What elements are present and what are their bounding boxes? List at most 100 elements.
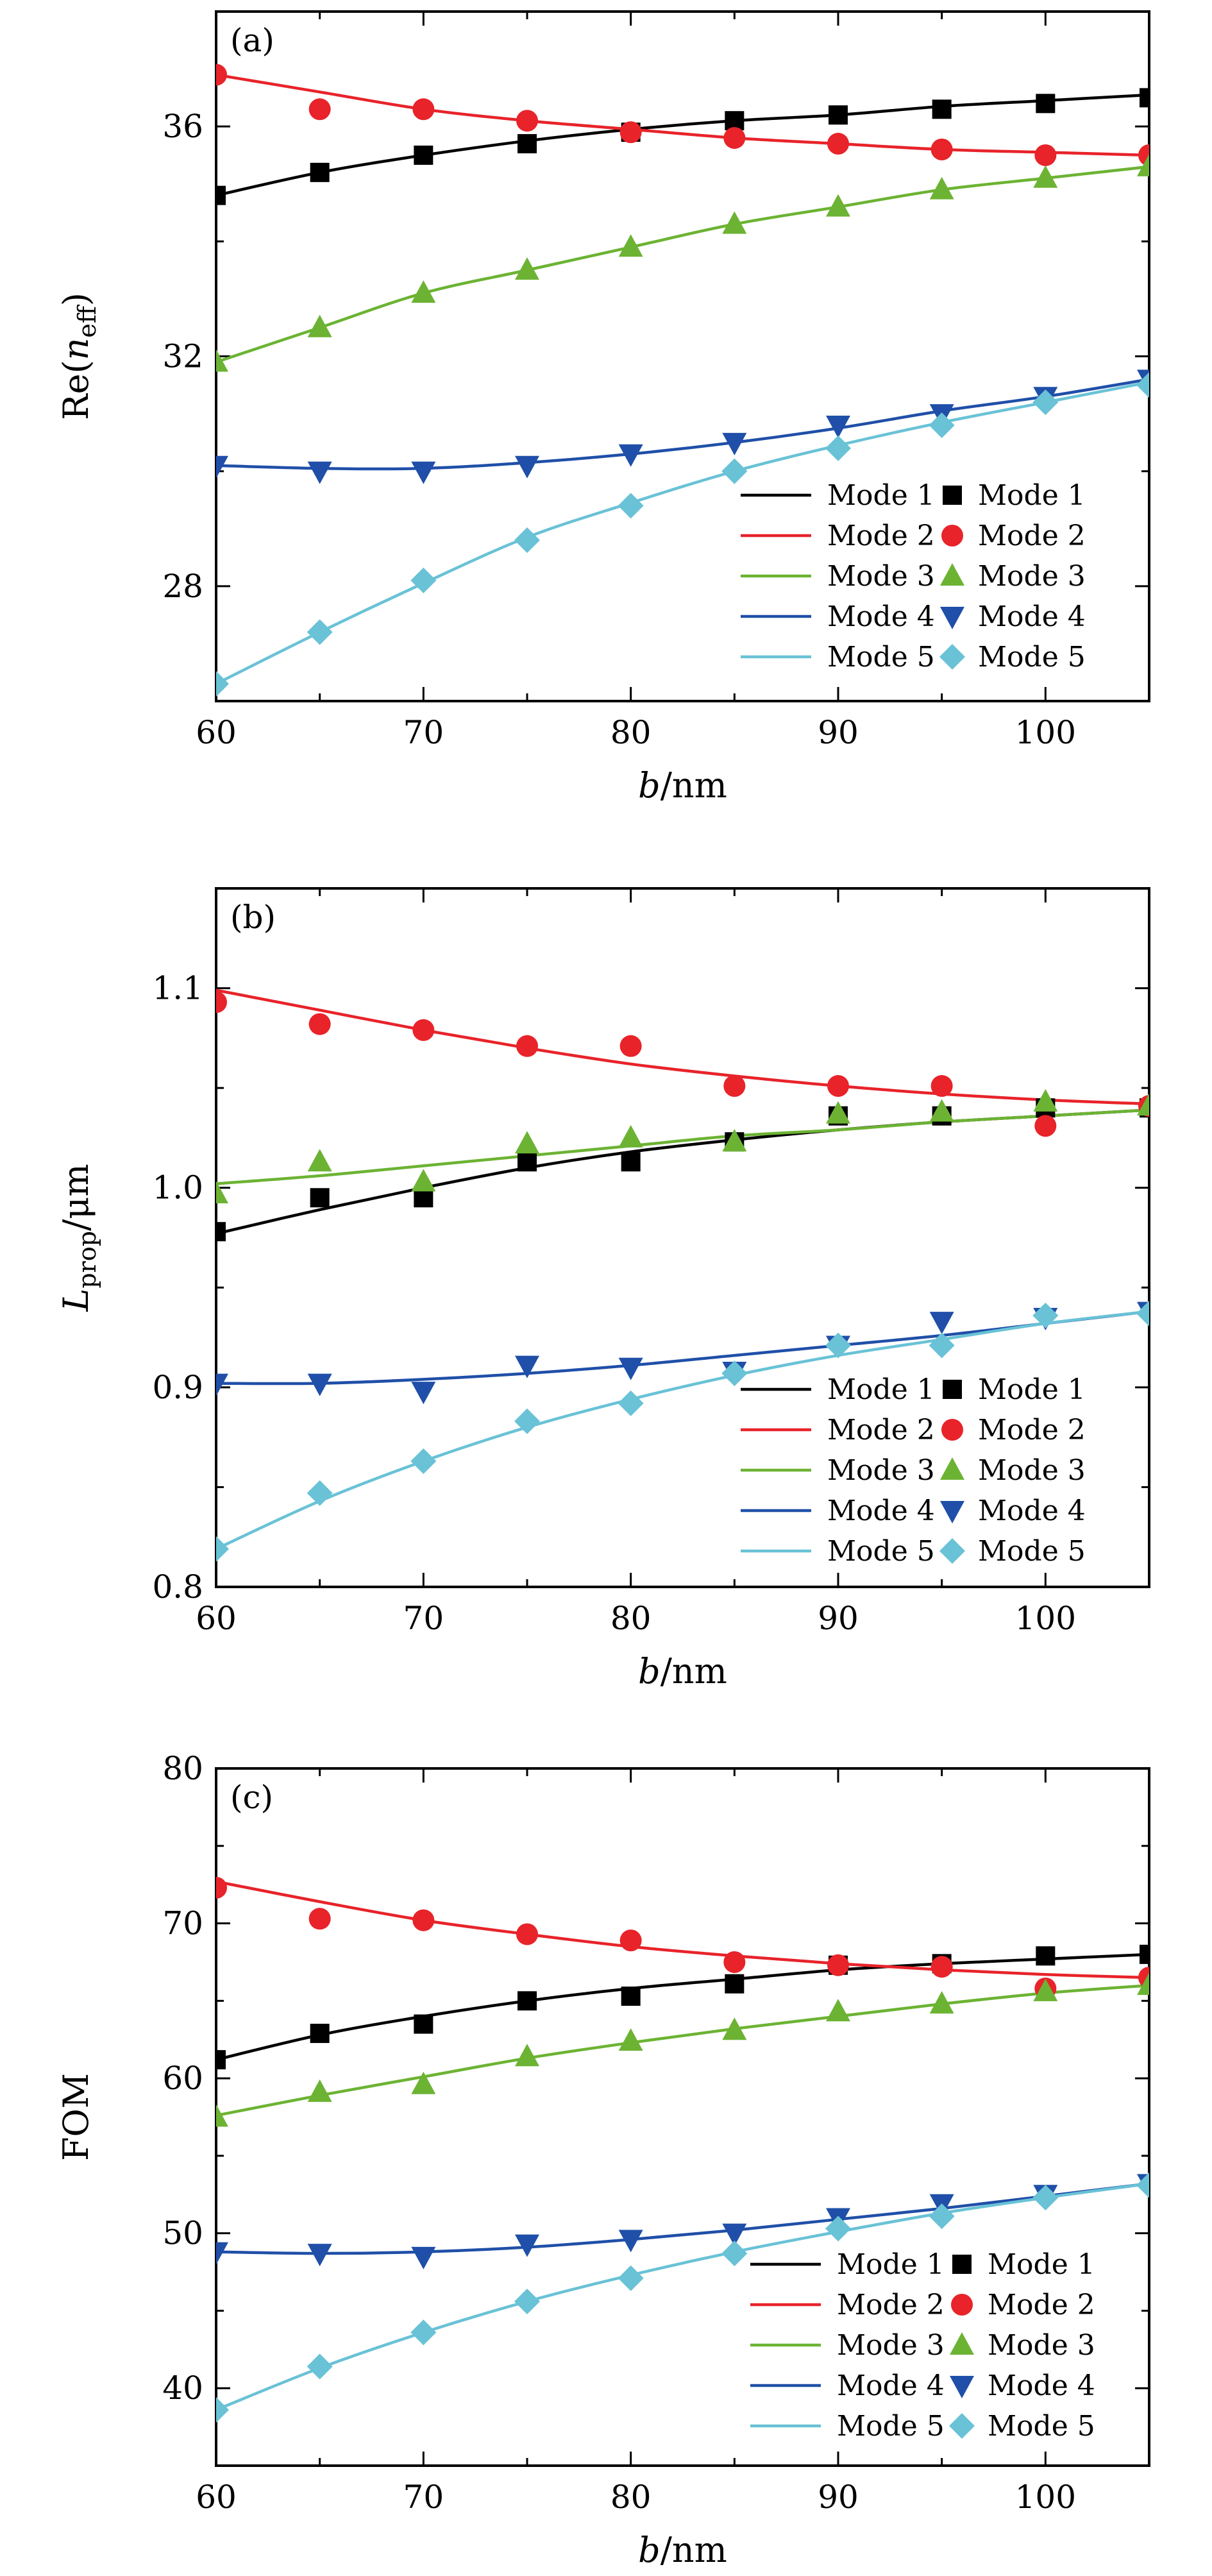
data-point-mode-4 xyxy=(929,1312,954,1335)
legend-marker-mode-4 xyxy=(950,2376,974,2398)
series-line-mode-3 xyxy=(216,1108,1149,1185)
data-point-mode-5 xyxy=(618,493,644,519)
data-point-mode-3 xyxy=(618,234,643,257)
y-axis-title: FOM xyxy=(56,2073,96,2161)
legend-label-marker: Mode 5 xyxy=(988,2410,1095,2443)
y-tick-label: 1.0 xyxy=(152,1169,203,1207)
y-axis-title: Re(neff) xyxy=(56,292,101,420)
y-tick-label: 28 xyxy=(162,568,203,605)
x-tick-label: 70 xyxy=(403,714,444,751)
x-axis-title: b/nm xyxy=(638,765,727,806)
legend-label-line: Mode 1 xyxy=(827,1373,935,1406)
data-point-mode-2 xyxy=(412,1019,435,1041)
series-line-mode-4 xyxy=(216,378,1149,471)
y-tick-label: 36 xyxy=(162,108,203,145)
data-point-mode-5 xyxy=(825,435,851,461)
data-point-mode-2 xyxy=(827,1954,849,1976)
data-point-mode-2 xyxy=(619,1929,642,1952)
legend: Mode 1 Mode 1 Mode 2 Mode 2 Mode 3 Mode 3 Mode… xyxy=(741,479,1086,674)
legend-marker-mode-3 xyxy=(940,563,964,586)
data-point-mode-4 xyxy=(411,2246,436,2269)
series-line-mode-4 xyxy=(216,2182,1149,2255)
data-point-mode-1 xyxy=(310,2024,330,2044)
data-point-mode-2 xyxy=(619,121,642,144)
data-point-mode-4 xyxy=(515,2234,539,2257)
data-point-mode-4 xyxy=(722,2223,747,2246)
legend-label-line: Mode 3 xyxy=(837,2329,945,2362)
legend-marker-mode-4 xyxy=(940,1501,964,1523)
data-point-mode-2 xyxy=(216,64,227,86)
y-tick-label: 0.8 xyxy=(152,1568,203,1606)
legend-label-line: Mode 1 xyxy=(827,479,935,512)
data-point-mode-3 xyxy=(1033,1978,1058,2001)
chart-panel-2: 60 70 80 90 100 0.8 0.9 1.0 1.1 (b) b/nm Lprop/μm Mo… xyxy=(56,887,1150,1691)
data-point-mode-2 xyxy=(723,1951,746,1973)
data-point-mode-2 xyxy=(412,98,435,121)
data-point-mode-3 xyxy=(216,349,228,372)
x-tick-label: 80 xyxy=(610,1600,652,1637)
legend-label-marker: Mode 2 xyxy=(978,1414,1086,1446)
data-point-mode-4 xyxy=(307,1373,332,1396)
data-point-mode-3 xyxy=(826,1101,850,1124)
data-point-mode-5 xyxy=(216,1536,229,1562)
data-point-mode-5 xyxy=(1032,2185,1059,2211)
data-point-mode-5 xyxy=(514,1408,540,1434)
legend-marker-mode-1 xyxy=(943,486,962,505)
x-axis-title: b/nm xyxy=(638,2530,727,2570)
data-point-mode-3 xyxy=(411,280,436,303)
data-point-mode-3 xyxy=(515,1131,539,1154)
y-tick-label: 80 xyxy=(162,1750,203,1787)
data-point-mode-4 xyxy=(515,455,539,479)
data-point-mode-1 xyxy=(518,1991,537,2011)
data-point-mode-3 xyxy=(1137,1972,1149,1996)
data-point-mode-4 xyxy=(826,416,850,438)
data-point-mode-1 xyxy=(725,1974,745,1994)
legend-marker-mode-5 xyxy=(949,2413,975,2439)
data-point-mode-3 xyxy=(618,2028,643,2051)
data-point-mode-3 xyxy=(216,1181,228,1204)
series-line-mode-5 xyxy=(216,2182,1149,2412)
legend-label-marker: Mode 3 xyxy=(978,560,1086,593)
legend-label-marker: Mode 2 xyxy=(978,520,1086,552)
data-point-mode-3 xyxy=(722,211,747,234)
data-point-mode-4 xyxy=(618,2230,643,2253)
y-tick-label: 40 xyxy=(162,2369,203,2407)
x-tick-label: 60 xyxy=(196,714,237,751)
legend-marker-mode-3 xyxy=(950,2332,974,2355)
data-point-mode-2 xyxy=(216,991,227,1013)
series-line-mode-5 xyxy=(216,380,1149,686)
data-point-mode-5 xyxy=(618,1390,644,1416)
data-point-mode-5 xyxy=(1136,1300,1149,1326)
data-point-mode-4 xyxy=(411,461,436,484)
legend-label-line: Mode 1 xyxy=(837,2248,945,2281)
data-point-mode-3 xyxy=(1033,1089,1058,1112)
data-point-mode-2 xyxy=(412,1909,435,1931)
y-tick-label: 1.1 xyxy=(152,970,203,1007)
legend-label-marker: Mode 3 xyxy=(988,2329,1095,2362)
y-tick-label: 70 xyxy=(162,1905,203,1942)
data-point-mode-1 xyxy=(621,1152,641,1172)
legend-label-marker: Mode 3 xyxy=(978,1454,1086,1487)
data-point-mode-2 xyxy=(930,1075,953,1097)
legend-label-marker: Mode 4 xyxy=(978,600,1086,633)
panel-label: (c) xyxy=(230,1779,273,1816)
data-point-mode-3 xyxy=(929,176,954,199)
data-point-mode-5 xyxy=(514,527,540,554)
data-point-mode-1 xyxy=(1140,88,1149,108)
data-point-mode-1 xyxy=(216,185,226,205)
data-point-mode-1 xyxy=(414,145,433,165)
data-point-mode-5 xyxy=(929,1332,955,1359)
data-point-mode-4 xyxy=(307,461,332,484)
data-point-mode-5 xyxy=(307,619,333,645)
legend-marker-mode-2 xyxy=(941,525,963,547)
legend-marker-mode-2 xyxy=(951,2294,973,2316)
data-point-mode-5 xyxy=(410,567,437,593)
series-line-mode-2 xyxy=(216,988,1149,1106)
plot-frame xyxy=(215,10,1150,702)
data-point-mode-2 xyxy=(723,127,746,149)
data-point-mode-5 xyxy=(721,458,748,484)
data-point-mode-2 xyxy=(930,139,953,160)
